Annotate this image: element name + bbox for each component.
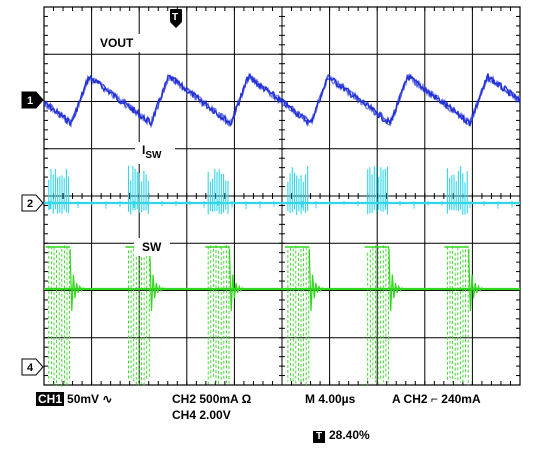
isw-burst [287, 166, 309, 215]
ch2-scale: CH2 500mA Ω [172, 392, 252, 406]
channel-2-marker [21, 194, 44, 212]
channel-1-marker-label: 1 [27, 95, 33, 107]
trigger-marker-arrow [170, 22, 182, 28]
sw-ringing [468, 249, 484, 312]
vout-trace [43, 72, 521, 128]
vout-label: VOUT [100, 36, 134, 50]
ch1-scale: CH1 50mV ∿ [36, 392, 113, 406]
sw-ringing [388, 249, 404, 312]
isw-label: ISW [142, 143, 162, 161]
rising-edge-icon: ⌐ [430, 392, 438, 406]
channel-2-marker-label: 2 [27, 198, 33, 210]
trigger-position: T 28.40% [313, 428, 370, 443]
channel-4-marker [21, 358, 44, 376]
isw-burst [127, 165, 149, 215]
timebase: M 4.00µs [305, 392, 356, 406]
sw-pulse [367, 245, 389, 387]
sw-pulse [207, 245, 230, 386]
channel-markers: 1 2 4 T [21, 9, 182, 376]
sw-pulse [446, 245, 469, 386]
trace-labels: VOUT ISW SW [96, 34, 175, 256]
sw-ringing [69, 249, 86, 312]
trigger-info: A CH2 ⌐ 240mA [392, 392, 481, 406]
trigger-marker [170, 9, 182, 22]
ac-coupling-icon: ∿ [102, 392, 113, 406]
sw-pulse [128, 247, 150, 388]
waveform-traces [43, 72, 521, 388]
trigger-marker-label: T [172, 12, 178, 23]
sw-pulse [287, 245, 310, 386]
isw-burst [207, 168, 229, 215]
ch1-tag: CH1 [36, 392, 65, 406]
isw-burst [48, 168, 70, 214]
isw-burst [446, 166, 468, 215]
sw-pulse [48, 245, 71, 387]
graticule [43, 6, 521, 386]
channel-1-marker [21, 91, 44, 109]
sw-ringing [308, 249, 325, 312]
channel-4-marker-label: 4 [27, 362, 34, 374]
ch4-scale: CH4 2.00V [172, 408, 231, 422]
isw-burst [367, 166, 389, 215]
sw-ringing [149, 249, 165, 312]
sw-label: SW [142, 240, 162, 254]
trigger-pos-icon: T [313, 431, 325, 443]
sw-ringing [229, 249, 245, 312]
